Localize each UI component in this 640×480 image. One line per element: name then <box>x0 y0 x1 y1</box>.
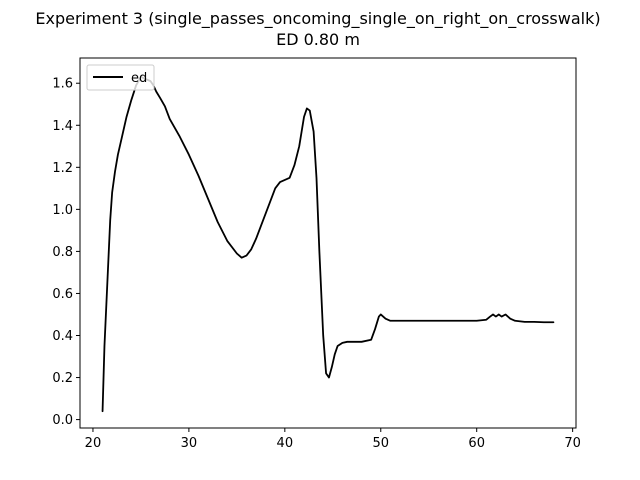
y-tick-label-7: 1.4 <box>52 119 73 134</box>
x-tick-label-2: 40 <box>277 436 294 451</box>
chart-subtitle: ED 0.80 m <box>276 30 360 49</box>
series-layer <box>101 76 555 413</box>
y-tick-label-2: 0.4 <box>52 329 73 344</box>
x-tick-label-5: 70 <box>564 436 581 451</box>
y-tick-label-5: 1.0 <box>52 203 73 218</box>
chart-title: Experiment 3 (single_passes_oncoming_sin… <box>35 9 600 29</box>
legend: ed <box>86 64 155 91</box>
y-tick-label-6: 1.2 <box>52 161 73 176</box>
series-line-ed <box>101 76 555 413</box>
y-tick-label-8: 1.6 <box>52 77 73 92</box>
y-tick-label-4: 0.8 <box>52 245 73 260</box>
x-tick-label-1: 30 <box>181 436 198 451</box>
y-tick-label-3: 0.6 <box>52 287 73 302</box>
legend-label-ed: ed <box>131 71 147 86</box>
x-tick-label-0: 20 <box>85 436 102 451</box>
plot-frame <box>79 57 577 429</box>
axis-ticks: 20 30 40 50 60 70 0.0 0.2 0.4 0.6 0.8 1.0 1.2 1.4 1.6 <box>52 77 581 451</box>
x-tick-label-4: 60 <box>468 436 485 451</box>
y-tick-label-1: 0.2 <box>52 371 73 386</box>
y-tick-label-0: 0.0 <box>52 413 73 428</box>
x-tick-label-3: 50 <box>372 436 389 451</box>
